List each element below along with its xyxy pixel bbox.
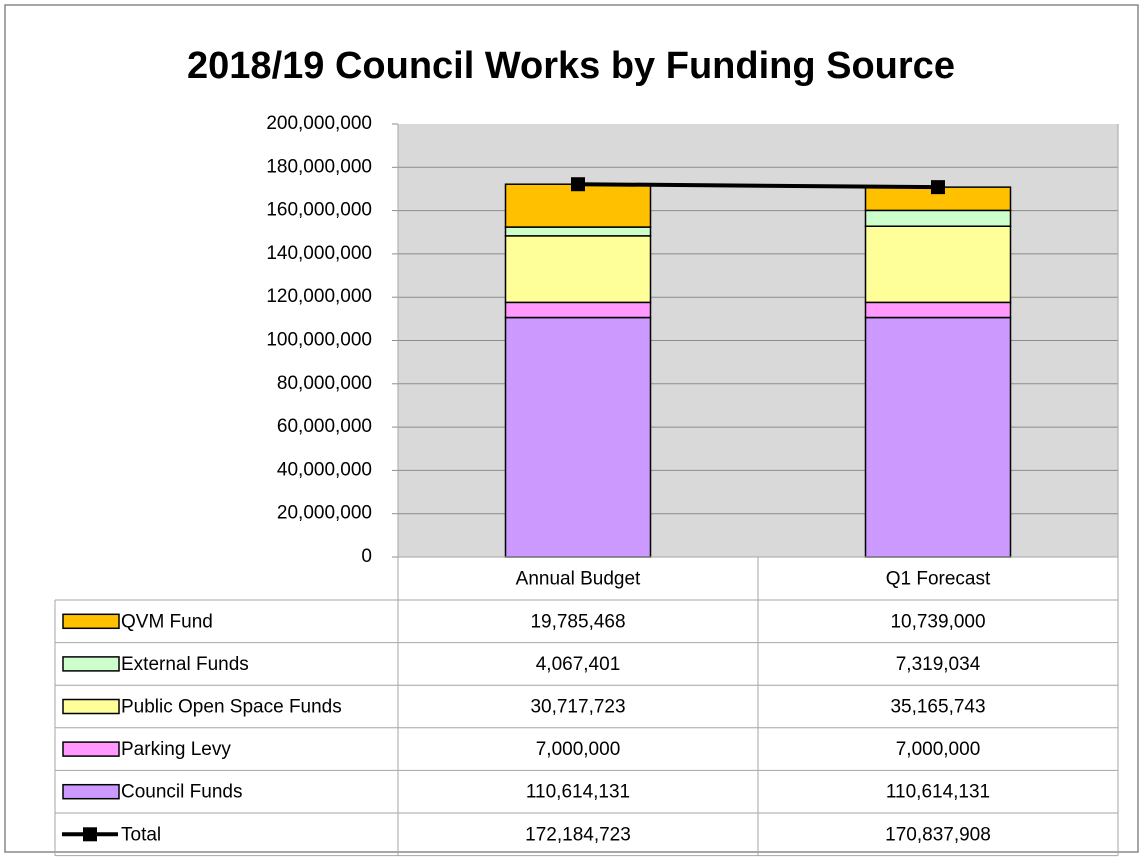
legend-key [62,741,120,757]
bar-segment [504,301,652,319]
legend-key [62,656,120,672]
legend-label: QVM Fund [121,611,213,632]
bar-segment [864,316,1012,558]
bar-segment [864,209,1012,227]
category-label: Q1 Forecast [886,569,991,590]
legend-key [62,613,120,630]
y-tick-label: 120,000,000 [266,286,372,307]
legend-key [83,827,97,842]
bar-segment [864,301,1012,319]
y-tick-label: 20,000,000 [277,503,372,524]
y-tick-label: 100,000,000 [266,330,372,351]
table-value: 7,000,000 [896,739,981,760]
table-value: 110,614,131 [886,782,990,803]
legend-label: Public Open Space Funds [121,697,342,718]
bar-segment [504,183,652,228]
bar-segment [864,225,1012,304]
total-marker [571,177,585,192]
legend-label: External Funds [121,654,249,675]
legend-label: Parking Levy [121,739,231,760]
category-label: Annual Budget [516,569,641,590]
table-value: 110,614,131 [526,782,630,803]
y-tick-label: 200,000,000 [266,113,372,134]
y-tick-label: 60,000,000 [277,416,372,437]
y-tick-label: 80,000,000 [277,373,372,394]
legend-key [62,698,120,715]
y-tick-label: 40,000,000 [277,459,372,480]
y-tick-label: 0 [361,546,372,567]
legend-label: Council Funds [121,782,242,803]
bar-segment [504,226,652,237]
bar-segment [504,235,652,304]
legend-label: Total [121,824,161,845]
table-value: 172,184,723 [525,824,631,845]
table-value: 4,067,401 [536,654,621,675]
total-marker [931,180,945,195]
y-tick-label: 180,000,000 [266,156,372,177]
total-line [577,182,939,190]
table-value: 7,319,034 [896,654,981,675]
table-value: 170,837,908 [885,824,991,845]
table-value: 7,000,000 [536,739,621,760]
table-value: 35,165,743 [890,697,985,718]
table-value: 30,717,723 [530,697,625,718]
table-value: 19,785,468 [530,611,625,632]
chart-title: 2018/19 Council Works by Funding Source [187,45,955,87]
bar-segment [504,316,652,558]
y-tick-label: 140,000,000 [266,243,372,264]
legend-key [62,783,120,800]
table-value: 10,739,000 [890,611,985,632]
y-tick-label: 160,000,000 [266,200,372,221]
